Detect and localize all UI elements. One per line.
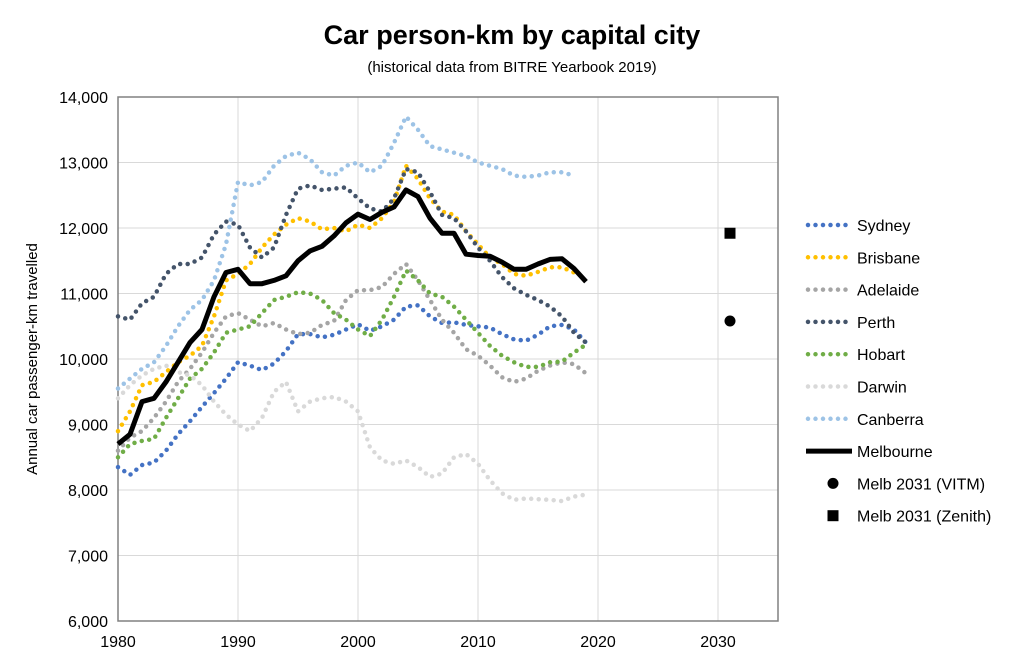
- y-tick-label: 13,000: [59, 156, 108, 173]
- y-tick-label: 11,000: [60, 287, 108, 304]
- series-line-adelaide: [115, 260, 589, 453]
- series-line-darwin: [115, 363, 589, 504]
- plot-area-border: [117, 96, 779, 622]
- x-tick-label: 1980: [100, 634, 136, 651]
- series-line-melbourne: [116, 187, 588, 447]
- series-line-canberra: [115, 112, 577, 391]
- y-tick-label: 12,000: [59, 221, 108, 238]
- legend-label: Melb 2031 (VITM): [857, 476, 985, 493]
- y-tick-label: 6,000: [68, 614, 108, 631]
- x-tick-label: 2010: [460, 634, 496, 651]
- point-vitm: [724, 315, 736, 327]
- legend-label: Melbourne: [857, 444, 933, 461]
- legend-label: Darwin: [857, 380, 907, 397]
- y-tick-label: 7,000: [68, 549, 108, 566]
- legend-label: Melb 2031 (Zenith): [857, 509, 991, 526]
- x-tick-label: 2000: [340, 634, 376, 651]
- legend-label: Sydney: [857, 218, 910, 235]
- y-tick-label: 14,000: [59, 90, 108, 107]
- series-line-perth: [115, 166, 589, 345]
- y-tick-label: 9,000: [68, 418, 108, 435]
- legend-label: Adelaide: [857, 283, 919, 300]
- legend-label: Canberra: [857, 412, 924, 429]
- point-zenith: [724, 227, 736, 239]
- y-tick-label: 8,000: [68, 483, 108, 500]
- x-tick-label: 2030: [700, 634, 736, 651]
- legend-label: Brisbane: [857, 250, 920, 267]
- legend-label: Hobart: [857, 347, 906, 364]
- legend-label: Perth: [857, 315, 895, 332]
- y-axis-label: Annual car passenger-km travelled: [24, 243, 41, 475]
- series-line-hobart: [115, 267, 589, 460]
- chart-title: Car person-km by capital city: [324, 20, 701, 50]
- x-tick-label: 2020: [580, 634, 616, 651]
- y-tick-label: 10,000: [59, 352, 108, 369]
- chart-subtitle: (historical data from BITRE Yearbook 201…: [367, 59, 656, 76]
- legend-marker-square: [827, 510, 839, 522]
- series-line-brisbane: [115, 161, 577, 434]
- x-tick-label: 1990: [220, 634, 256, 651]
- legend-marker-circle: [827, 477, 839, 489]
- series-line-sydney: [115, 302, 589, 478]
